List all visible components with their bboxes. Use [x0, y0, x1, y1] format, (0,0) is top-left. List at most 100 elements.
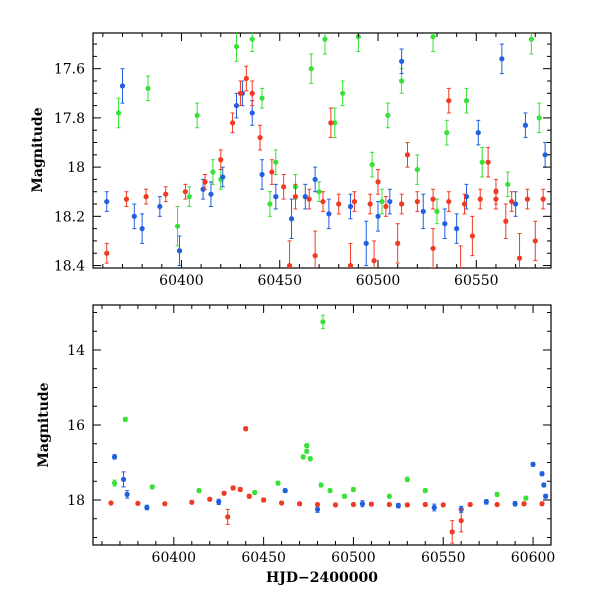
data-point: [458, 518, 464, 524]
data-point: [540, 196, 546, 202]
data-point: [387, 198, 393, 205]
y-tick-label: 18: [67, 493, 85, 509]
x-tick-label: 60400: [159, 273, 204, 289]
y-tick-label: 14: [67, 343, 85, 359]
data-point: [430, 245, 436, 251]
data-point: [539, 471, 545, 477]
data-point: [369, 162, 375, 168]
data-point: [221, 490, 227, 496]
data-point: [259, 171, 265, 178]
data-point: [350, 486, 357, 493]
data-point: [449, 529, 455, 535]
data-point: [363, 240, 369, 246]
data-point: [494, 501, 500, 508]
data-point: [111, 454, 118, 460]
data-point: [269, 169, 275, 175]
data-point: [385, 112, 391, 119]
data-point: [371, 258, 377, 264]
data-point: [120, 476, 127, 482]
upper-y-axis: 17.6 17.8 18 18.2 18.4: [54, 43, 551, 275]
data-point: [243, 75, 249, 82]
data-point: [494, 491, 500, 497]
data-point: [368, 501, 374, 507]
data-point: [404, 502, 410, 508]
data-point: [469, 233, 475, 239]
data-point: [176, 248, 183, 254]
data-point: [229, 120, 236, 126]
data-point: [261, 497, 267, 503]
data-point: [543, 493, 549, 499]
data-point: [237, 486, 243, 493]
lower-panel-marks: [108, 314, 549, 544]
data-point: [302, 194, 308, 200]
data-point: [111, 480, 118, 486]
data-point: [505, 181, 511, 187]
data-point: [314, 506, 321, 512]
lower-y-axis: 14 16 18: [67, 312, 551, 538]
data-point: [516, 255, 523, 261]
data-point: [257, 134, 263, 141]
data-point: [186, 194, 192, 200]
data-point: [145, 85, 151, 91]
upper-panel: 60400 60450 60500 60550 17.617.81818.218.4 …: [30, 32, 552, 289]
data-point: [395, 240, 401, 246]
y-tick-label: 17.6: [54, 62, 85, 78]
data-point: [536, 115, 542, 121]
data-point: [399, 58, 405, 64]
data-point: [139, 226, 145, 232]
data-point: [431, 504, 437, 511]
data-point: [174, 223, 181, 229]
data-point: [202, 179, 208, 185]
series-1: [111, 454, 549, 513]
data-point: [386, 493, 392, 499]
data-point: [395, 503, 401, 509]
data-point: [528, 36, 534, 42]
data-point: [347, 262, 354, 268]
data-point: [430, 196, 436, 202]
y-tick-label: 18.2: [54, 209, 85, 225]
data-point: [237, 90, 244, 96]
data-point: [351, 198, 358, 205]
data-point: [442, 221, 448, 227]
data-point: [314, 501, 321, 508]
data-point: [336, 201, 342, 207]
data-point: [493, 189, 499, 195]
data-point: [320, 198, 326, 205]
data-point: [267, 201, 273, 207]
data-point: [513, 201, 519, 207]
data-point: [249, 110, 255, 116]
data-point: [312, 253, 318, 259]
series-0: [111, 314, 529, 501]
data-point: [220, 174, 226, 180]
data-point: [467, 501, 473, 508]
upper-x-axis: 60400 60450 60500 60550: [102, 33, 536, 289]
data-point: [273, 159, 279, 165]
data-point: [210, 169, 216, 175]
x-tick-label: 60450: [257, 273, 302, 289]
x-tick-label: 60550: [421, 550, 466, 566]
data-point: [288, 216, 295, 222]
data-point: [539, 501, 545, 507]
data-point: [300, 454, 306, 460]
data-point: [530, 461, 536, 467]
data-point: [499, 56, 505, 62]
data-point: [512, 501, 518, 507]
series-1: [104, 43, 548, 267]
data-point: [304, 448, 310, 454]
data-point: [332, 502, 339, 508]
data-point: [347, 203, 354, 210]
lower-panel: 60400 60450 60500 60550 60600 14 16 18 Magnitu…: [36, 304, 555, 586]
data-point: [278, 500, 285, 506]
data-point: [367, 201, 373, 207]
data-point: [306, 196, 312, 202]
data-point: [243, 426, 249, 432]
data-point: [108, 500, 114, 506]
data-point: [230, 485, 236, 491]
x-tick-label: 60500: [331, 550, 376, 566]
data-point: [233, 43, 240, 50]
data-point: [422, 501, 428, 508]
data-point: [440, 502, 446, 508]
data-point: [196, 488, 202, 494]
data-point: [420, 208, 426, 215]
data-point: [194, 112, 200, 119]
